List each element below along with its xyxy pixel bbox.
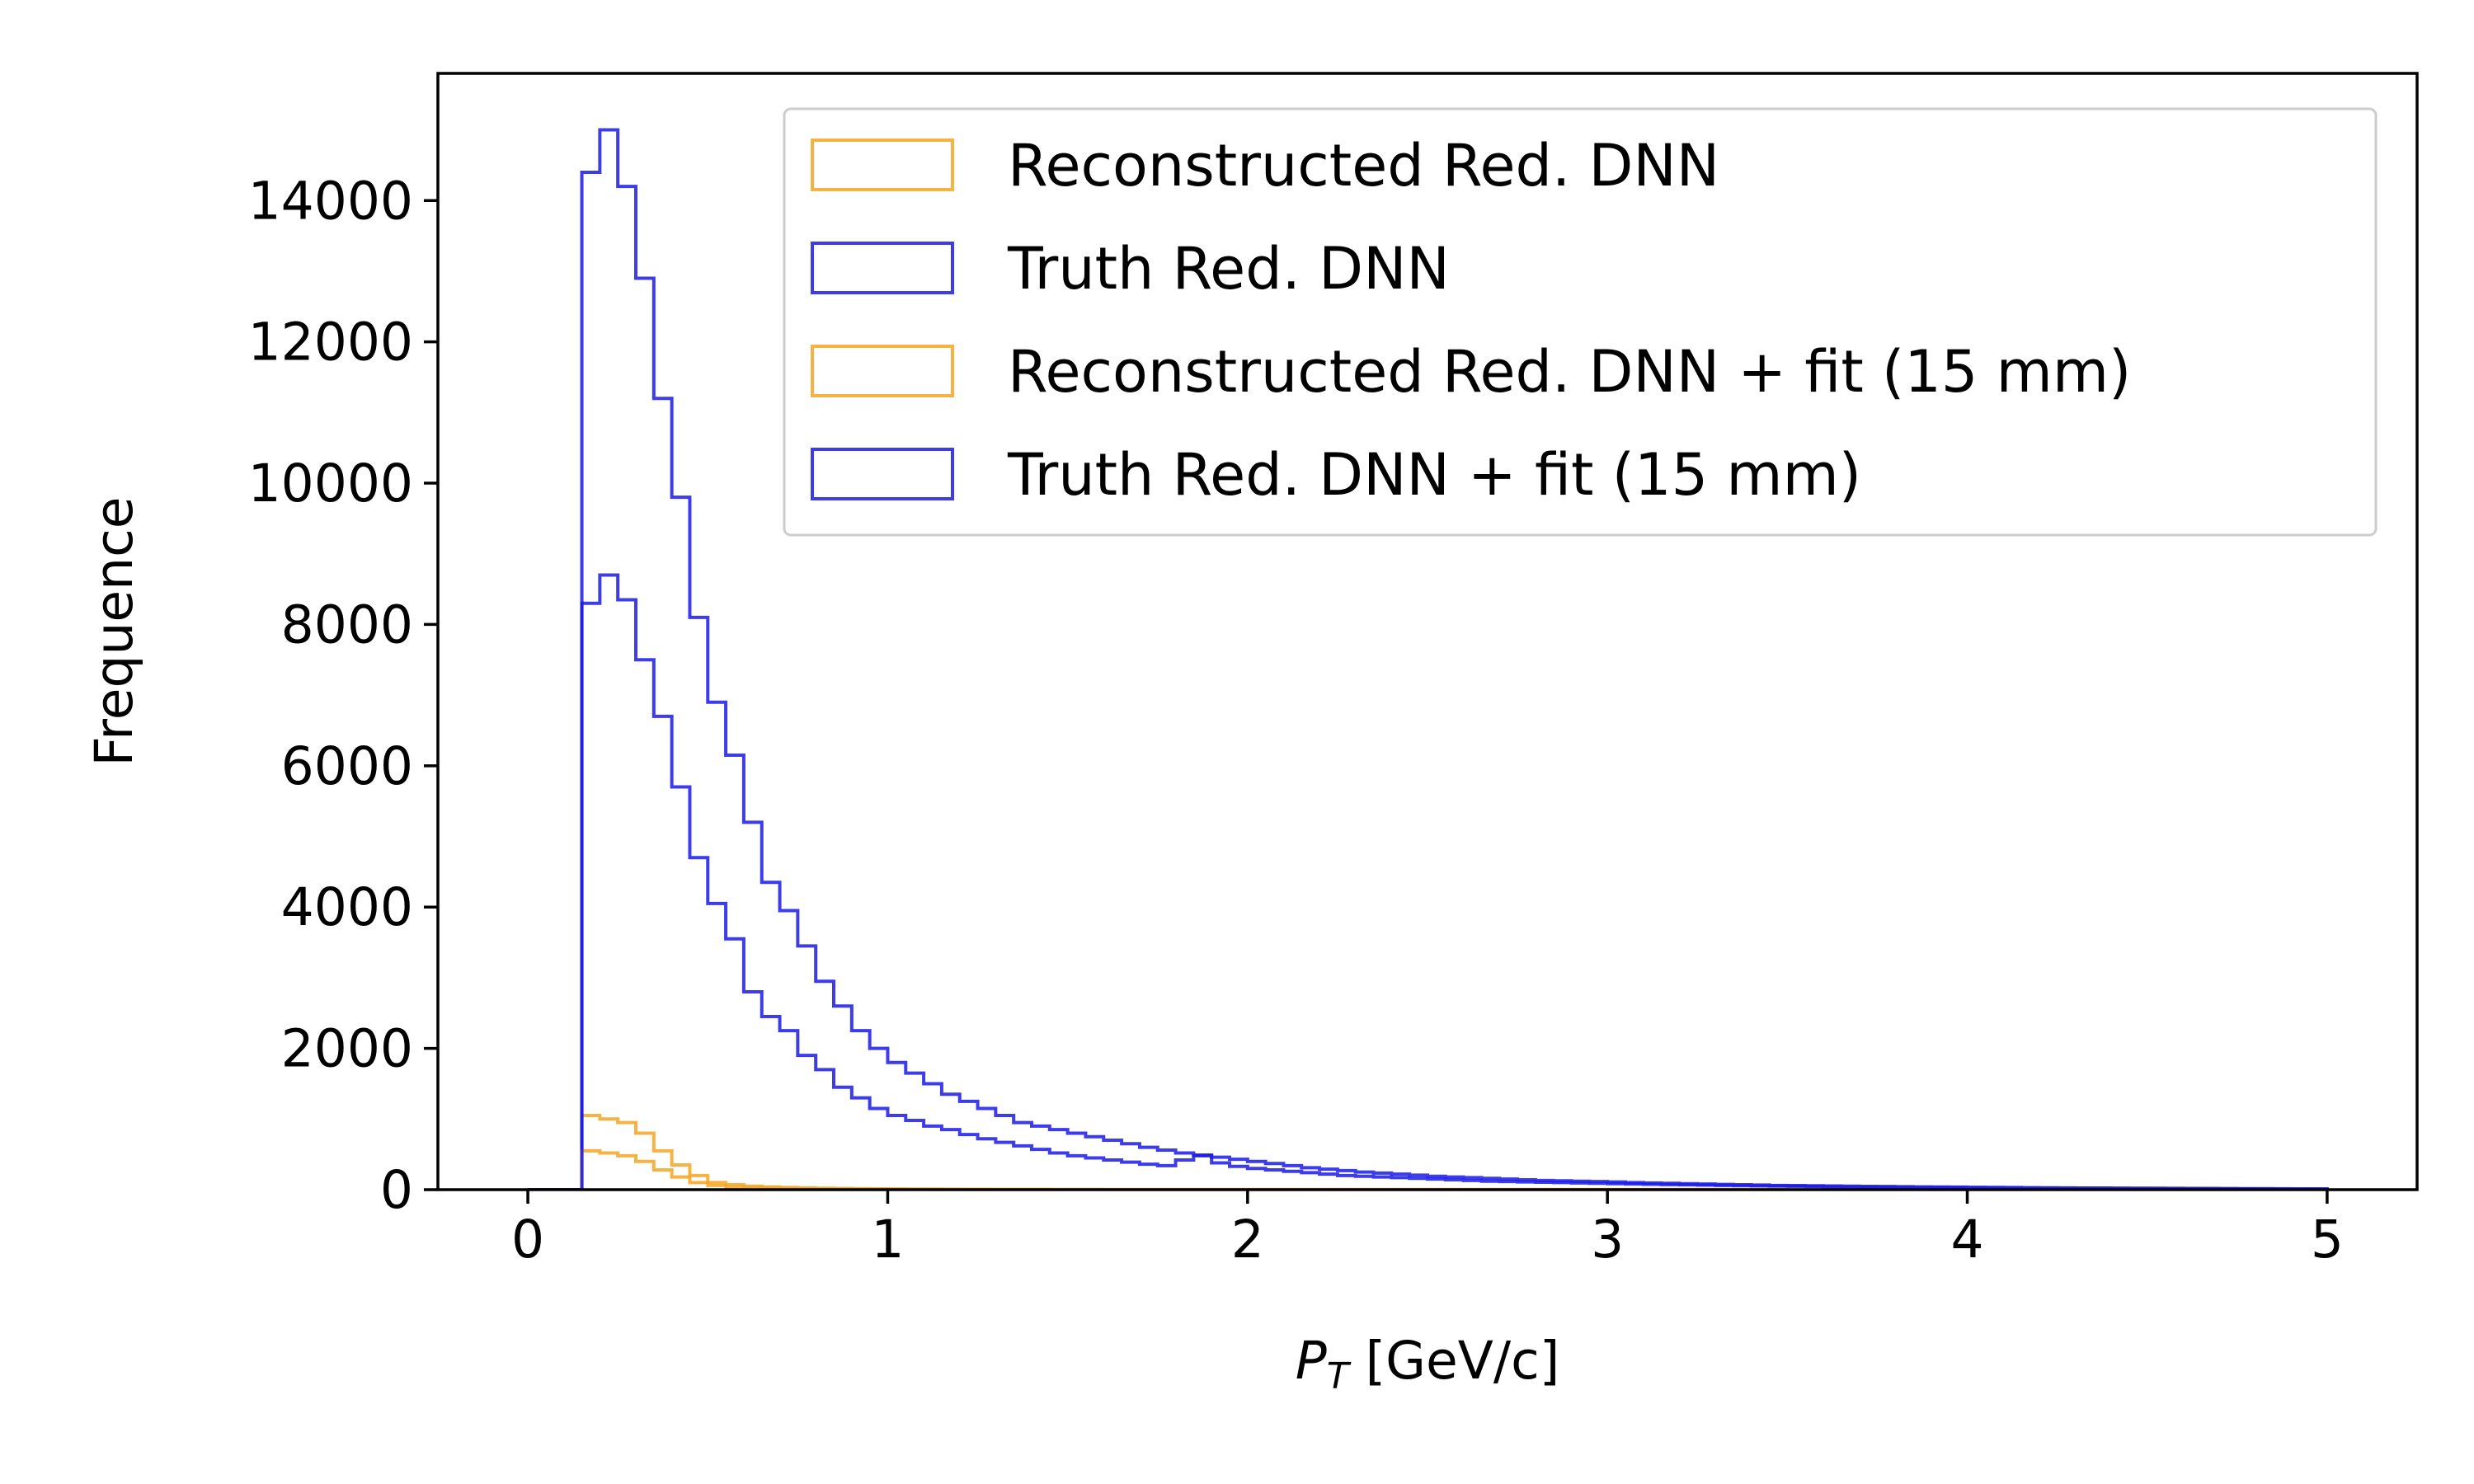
x-tick-label: 3 bbox=[1591, 1209, 1624, 1270]
y-axis-title: Frequence bbox=[84, 497, 144, 767]
x-axis-subscript: T bbox=[1327, 1355, 1352, 1397]
x-tick-label: 2 bbox=[1231, 1209, 1264, 1270]
legend-label-2: Truth Red. DNN bbox=[1007, 235, 1450, 303]
y-tick-label: 4000 bbox=[281, 877, 413, 937]
legend-label-3: Reconstructed Red. DNN + fit (15 mm) bbox=[1008, 338, 2131, 406]
y-tick-label: 8000 bbox=[281, 594, 413, 655]
legend: Reconstructed Red. DNN Truth Red. DNN Reco… bbox=[783, 107, 2378, 537]
x-axis-title: PT [GeV/c] bbox=[1296, 1331, 1560, 1397]
y-tick-label: 12000 bbox=[248, 312, 413, 373]
series-4-step-line bbox=[528, 573, 2329, 1190]
y-tick-label: 14000 bbox=[248, 171, 413, 231]
x-tick-label: 1 bbox=[871, 1209, 904, 1270]
legend-swatch-2 bbox=[811, 242, 954, 294]
plot-frame bbox=[436, 72, 2419, 1191]
legend-swatch-4 bbox=[811, 448, 954, 500]
legend-label-4: Truth Red. DNN + fit (15 mm) bbox=[1007, 441, 1861, 509]
legend-swatch-1 bbox=[811, 139, 954, 191]
x-tick-label: 0 bbox=[511, 1209, 544, 1270]
y-tick-label: 2000 bbox=[281, 1019, 413, 1079]
y-axis: 0 2000 4000 6000 8000 10000 12000 14000 bbox=[248, 171, 438, 1220]
x-tick-label: 5 bbox=[2311, 1209, 2344, 1270]
y-tick-label: 6000 bbox=[281, 736, 413, 796]
legend-swatch-3 bbox=[811, 345, 954, 397]
x-tick-label: 4 bbox=[1950, 1209, 1983, 1270]
y-tick-label: 10000 bbox=[248, 453, 413, 514]
x-axis-symbol: P bbox=[1296, 1331, 1327, 1391]
x-axis-unit: [GeV/c] bbox=[1349, 1331, 1560, 1391]
y-tick-label: 0 bbox=[380, 1160, 413, 1220]
x-axis: 0 1 2 3 4 5 bbox=[511, 1190, 2344, 1270]
legend-label-1: Reconstructed Red. DNN bbox=[1008, 132, 1719, 200]
legend-frame bbox=[783, 107, 2378, 537]
